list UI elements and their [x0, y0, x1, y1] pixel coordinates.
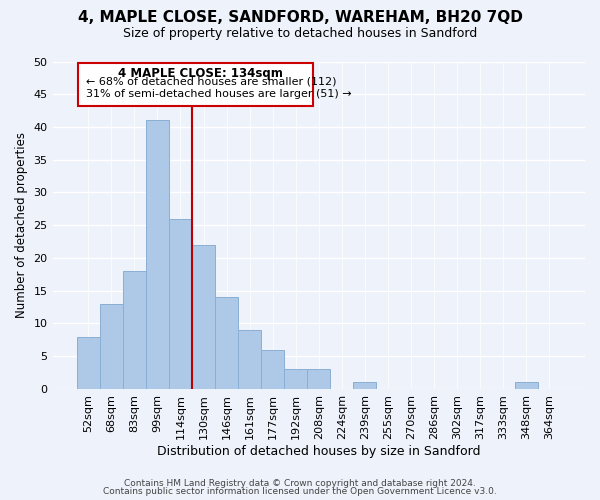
Text: Contains HM Land Registry data © Crown copyright and database right 2024.: Contains HM Land Registry data © Crown c…: [124, 478, 476, 488]
Bar: [146, 120, 169, 389]
Bar: [169, 218, 192, 389]
Text: 4 MAPLE CLOSE: 134sqm: 4 MAPLE CLOSE: 134sqm: [118, 66, 283, 80]
Bar: [515, 382, 538, 389]
Text: 31% of semi-detached houses are larger (51) →: 31% of semi-detached houses are larger (…: [86, 89, 352, 99]
Bar: [353, 382, 376, 389]
Text: Contains public sector information licensed under the Open Government Licence v3: Contains public sector information licen…: [103, 487, 497, 496]
FancyBboxPatch shape: [78, 64, 313, 106]
Text: Size of property relative to detached houses in Sandford: Size of property relative to detached ho…: [123, 28, 477, 40]
Bar: [123, 271, 146, 389]
Bar: [100, 304, 123, 389]
Bar: [77, 336, 100, 389]
Text: ← 68% of detached houses are smaller (112): ← 68% of detached houses are smaller (11…: [86, 76, 337, 86]
Bar: [238, 330, 261, 389]
Bar: [307, 370, 330, 389]
Bar: [284, 370, 307, 389]
Bar: [215, 298, 238, 389]
Bar: [192, 245, 215, 389]
X-axis label: Distribution of detached houses by size in Sandford: Distribution of detached houses by size …: [157, 444, 481, 458]
Bar: [261, 350, 284, 389]
Text: 4, MAPLE CLOSE, SANDFORD, WAREHAM, BH20 7QD: 4, MAPLE CLOSE, SANDFORD, WAREHAM, BH20 …: [77, 10, 523, 25]
Y-axis label: Number of detached properties: Number of detached properties: [15, 132, 28, 318]
